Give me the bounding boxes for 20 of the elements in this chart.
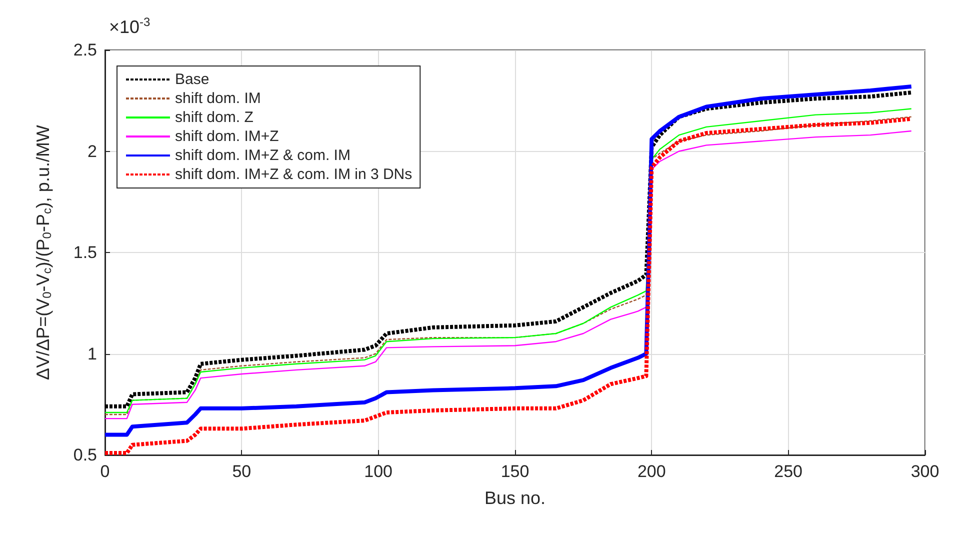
y-tick-label: 2.5 [73,40,97,60]
legend-label: Base [175,71,210,88]
y-tick-label: 0.5 [73,446,97,464]
y-tick-label: 2 [88,142,97,161]
x-tick-label: 50 [232,462,252,481]
x-tick-label: 0 [100,462,110,481]
x-tick-label: 250 [774,462,803,481]
legend-label: shift dom. IM [175,90,261,107]
y-tick-label: 1 [88,344,97,364]
legend-label: shift dom. IM+Z & com. IM in 3 DNs [175,166,412,183]
legend-label: shift dom. Z [175,109,254,126]
x-tick-label: 200 [637,462,666,481]
legend-label: shift dom. IM+Z & com. IM [175,147,350,164]
legend-label: shift dom. IM+Z [175,128,279,145]
x-tick-label: 300 [910,462,940,481]
x-tick-label: 100 [364,462,393,481]
y-tick-label: 1.5 [73,243,97,262]
x-axis-title: Bus no. [484,488,546,508]
text: ΔV/ΔP=(V0-Vc)/(P0-Pc), p.u./MW [33,125,54,380]
x-tick-label: 150 [500,462,530,481]
